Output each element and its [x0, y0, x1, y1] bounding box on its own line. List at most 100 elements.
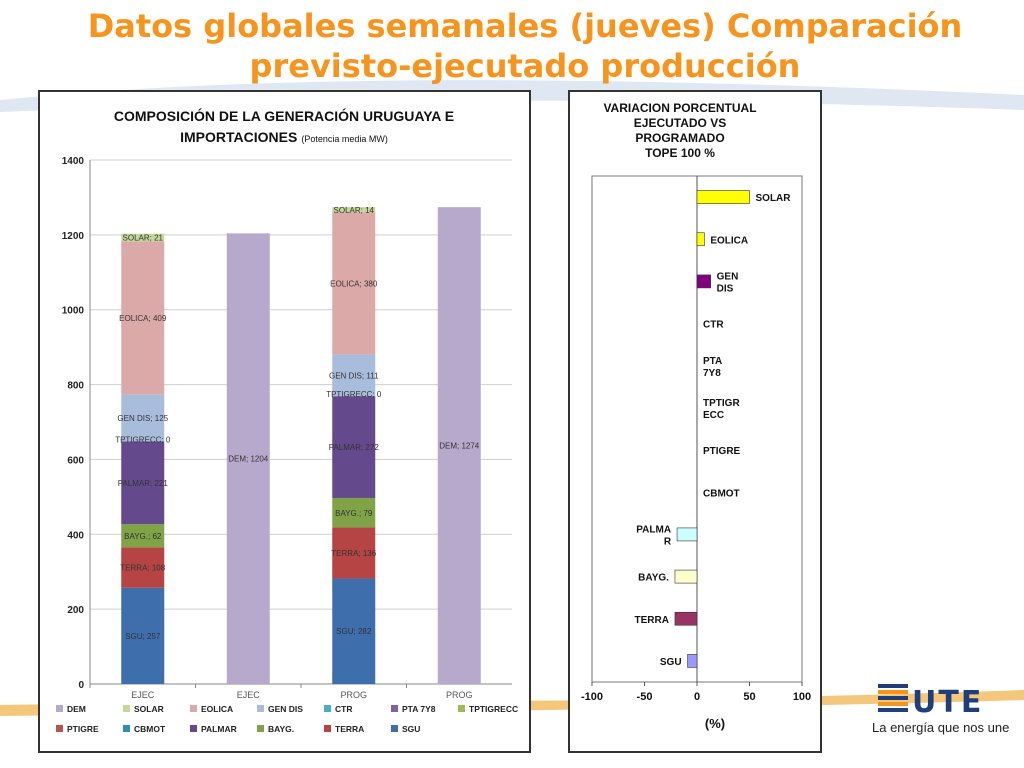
y-tick-label: 0: [78, 680, 84, 691]
stacked-bar-chart-svg: COMPOSICIÓN DE LA GENERACIÓN URUGUAYA E I…: [56, 107, 518, 734]
x-tick-label: EJEC: [131, 690, 155, 700]
category-label-sgu: SGU: [660, 657, 682, 668]
x-tick-label: PROG: [446, 690, 473, 700]
y-tick-label: 800: [67, 381, 84, 392]
data-label-gen-dis: GEN DIS; 125: [117, 414, 168, 423]
category-label-ptigre: PTIGRE: [703, 446, 741, 457]
data-label-bayg: BAYG.; 79: [335, 509, 373, 518]
legend-swatch-cbmot: [123, 725, 130, 732]
bar-gen-dis: [332, 354, 376, 397]
data-label-solar: SOLAR; 14: [334, 206, 375, 215]
data-label-solar: SOLAR; 21: [123, 234, 164, 243]
data-label-sgu: SGU; 257: [125, 632, 161, 641]
data-label-terra: TERRA; 136: [331, 549, 376, 558]
chart-title-main: IMPORTACIONES: [180, 129, 297, 145]
legend-label-ptigre: PTIGRE: [67, 724, 99, 734]
category-label-gen-dis: GEN: [717, 271, 739, 282]
bar-eolica: [121, 241, 165, 395]
ute-logo: UTE: [878, 684, 983, 720]
data-label-gen-dis: GEN DIS; 111: [329, 371, 379, 380]
chart-title-suffix: (Potencia media MW): [301, 134, 388, 144]
bar-bayg: [121, 524, 165, 548]
legend-swatch-ptigre: [56, 725, 63, 732]
legend-label-tptigrecc: TPTIGRECC: [469, 704, 518, 714]
bar-solar: [121, 233, 165, 242]
bar-gen-dis: [121, 394, 165, 442]
category-label-bayg: BAYG.: [638, 573, 669, 584]
legend-label-bayg: BAYG.: [268, 724, 294, 734]
category-label-pta-7y8: PTA: [703, 356, 722, 367]
data-label-palmar: PALMAR; 272: [329, 443, 380, 452]
chart-title-line2: IMPORTACIONES (Potencia media MW): [180, 129, 388, 145]
x-tick-label: -50: [637, 691, 653, 703]
category-label-eolica: EOLICA: [710, 235, 748, 246]
variation-bar-bayg: [674, 569, 698, 584]
percent-variation-chart: VARIACION PORCENTUAL EJECUTADO VS PROGRAMA…: [568, 90, 822, 753]
bar-dem: [226, 233, 270, 685]
category-label-cbmot: CBMOT: [703, 488, 740, 499]
data-label-dem: DEM; 1204: [228, 455, 269, 464]
category-label-gen-dis: DIS: [717, 283, 734, 294]
x-tick-label: -100: [581, 691, 603, 703]
generation-composition-chart: COMPOSICIÓN DE LA GENERACIÓN URUGUAYA E I…: [38, 90, 531, 753]
category-label-ctr: CTR: [703, 320, 724, 331]
y-tick-label: 200: [67, 605, 84, 616]
legend-label-cbmot: CBMOT: [134, 724, 166, 734]
y-tick-label: 600: [67, 455, 84, 466]
data-label-eolica: EOLICA; 409: [119, 314, 167, 323]
legend-swatch-sgu: [391, 725, 398, 732]
x-tick-label: PROG: [340, 690, 367, 700]
y-tick-label: 1400: [62, 156, 85, 167]
category-label-solar: SOLAR: [756, 193, 792, 204]
category-label-pta-7y8: 7Y8: [703, 368, 721, 379]
data-label-bayg: BAYG.; 62: [124, 532, 162, 541]
legend-label-terra: TERRA: [335, 724, 364, 734]
legend-swatch-bayg: [257, 725, 264, 732]
variation-bar-eolica: [696, 232, 705, 247]
y-tick-label: 1000: [62, 306, 85, 317]
legend-label-pta-7y8: PTA 7Y8: [402, 704, 436, 714]
slide-title: Datos globales semanales (jueves) Compar…: [60, 6, 990, 86]
variation-bar-solar: [696, 190, 750, 204]
category-label-tptigrecc: ECC: [703, 410, 724, 421]
variation-bar-palmar: [676, 527, 698, 542]
legend-swatch-eolica: [190, 705, 197, 712]
legend-swatch-terra: [324, 725, 331, 732]
legend-swatch-palmar: [190, 725, 197, 732]
x-tick-label: EJEC: [237, 690, 261, 700]
x-tick-label: 50: [743, 691, 755, 703]
category-label-terra: TERRA: [634, 615, 668, 626]
bar-solar: [332, 207, 376, 213]
slide-title-line2: previsto-ejecutado producción: [249, 47, 801, 85]
logo-text: UTE: [912, 685, 983, 720]
variation-bar-sgu: [687, 654, 698, 668]
legend-swatch-solar: [123, 705, 130, 712]
legend-swatch-pta-7y8: [391, 705, 398, 712]
x-axis-label: (%): [705, 716, 725, 731]
category-label-palmar: R: [664, 536, 672, 547]
data-label-palmar: PALMAR; 221: [118, 479, 169, 488]
variation-bar-gen-dis: [696, 274, 711, 289]
bar-sgu: [332, 578, 376, 684]
legend-swatch-ctr: [324, 705, 331, 712]
legend-label-solar: SOLAR: [134, 704, 164, 714]
x-tick-label: 100: [793, 691, 811, 703]
variation-bar-terra: [674, 611, 698, 626]
bar-terra: [121, 547, 165, 588]
slide-title-line1: Datos globales semanales (jueves) Compar…: [87, 7, 963, 45]
legend-swatch-gen-dis: [257, 705, 264, 712]
data-label-dem: DEM; 1274: [439, 442, 480, 451]
legend-label-palmar: PALMAR: [201, 724, 237, 734]
data-label-sgu: SGU; 282: [336, 627, 372, 636]
category-label-tptigrecc: TPTIGR: [703, 398, 740, 409]
legend-swatch-tptigrecc: [458, 705, 465, 712]
data-label-terra: TERRA; 108: [120, 564, 165, 573]
variation-title-line: EJECUTADO VS: [634, 116, 726, 130]
data-label-zero-series: TPTIGRECC; 0: [326, 390, 382, 399]
legend-swatch-dem: [56, 705, 63, 712]
bar-palmar: [332, 396, 376, 498]
variation-title-line: VARIACION PORCENTUAL: [603, 101, 756, 115]
legend-label-sgu: SGU: [402, 724, 420, 734]
variation-title-line: TOPE 100 %: [645, 146, 715, 160]
